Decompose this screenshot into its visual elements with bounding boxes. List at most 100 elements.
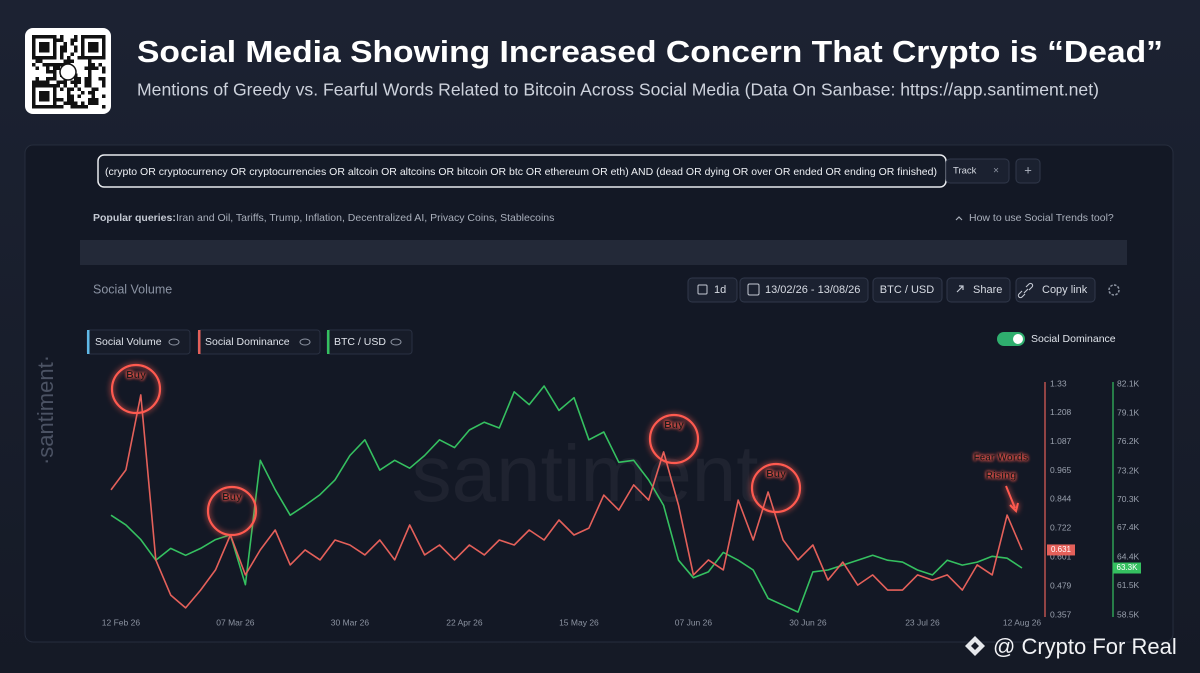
qr-module [88, 63, 92, 67]
qr-module [42, 105, 46, 109]
title: Social Media Showing Increased Concern T… [137, 34, 1163, 69]
qr-module [32, 38, 36, 42]
qr-module [102, 49, 106, 53]
qr-module [102, 77, 106, 81]
y2-tick-label: 70.3K [1117, 494, 1140, 504]
qr-module [60, 87, 64, 91]
qr-module [88, 45, 92, 49]
qr-module [42, 80, 46, 84]
qr-module [39, 35, 43, 39]
qr-module [74, 77, 78, 81]
y-tick-label: 0.722 [1050, 523, 1072, 533]
qr-module [77, 77, 81, 81]
callout-label: Rising [986, 471, 1017, 482]
y2-tick-label: 58.5K [1117, 609, 1140, 619]
qr-module [56, 84, 60, 88]
qr-module [60, 49, 64, 53]
qr-module [49, 105, 53, 109]
qr-module [32, 49, 36, 53]
qr-module [88, 56, 92, 60]
qr-module [81, 56, 85, 60]
qr-module [88, 59, 92, 63]
share-label: Share [973, 284, 1002, 296]
qr-module [102, 45, 106, 49]
copy-link-label: Copy link [1042, 284, 1088, 296]
track-chip[interactable] [945, 158, 1010, 184]
qr-module [91, 63, 95, 67]
qr-module [39, 84, 43, 88]
pair-button[interactable] [872, 277, 943, 303]
callout-arrow [1005, 485, 1019, 513]
qr-module [32, 84, 36, 88]
panel-title: Social Volume [93, 282, 172, 296]
y2-tick-label: 73.2K [1117, 465, 1140, 475]
y-tick-label: 0.357 [1050, 609, 1072, 619]
qr-module [88, 35, 92, 39]
qr-module [39, 49, 43, 53]
qr-module [95, 66, 99, 70]
interval-button[interactable] [687, 277, 738, 303]
qr-module [32, 63, 36, 67]
qr-module [39, 91, 43, 95]
last-value-label: 0.631 [1051, 545, 1072, 554]
x-tick-label: 30 Mar 26 [331, 617, 370, 627]
date-range-label: 13/02/26 - 13/08/26 [765, 284, 860, 296]
qr-module [32, 94, 36, 98]
qr-module [63, 80, 67, 84]
qr-module [95, 35, 99, 39]
qr-module [46, 66, 50, 70]
qr-module [91, 42, 95, 46]
qr-module [88, 84, 92, 88]
qr-module [56, 98, 60, 102]
add-button[interactable] [1015, 158, 1041, 184]
qr-module [32, 56, 36, 60]
help-link[interactable]: How to use Social Trends tool? [969, 212, 1114, 224]
qr-module [88, 77, 92, 81]
qr-module [81, 35, 85, 39]
qr-module [77, 94, 81, 98]
qr-module [70, 52, 74, 56]
y-tick-label: 0.965 [1050, 465, 1072, 475]
qr-module [74, 38, 78, 42]
qr-module [56, 80, 60, 84]
close-button[interactable]: × [993, 166, 999, 177]
annotation-label: Buy [766, 468, 786, 480]
qr-module [46, 94, 50, 98]
qr-module [81, 52, 85, 56]
y2-tick-label: 79.1K [1117, 408, 1140, 418]
qr-module [46, 84, 50, 88]
series-line [110, 385, 1023, 613]
y-tick-label: 1.208 [1050, 407, 1072, 417]
x-tick-label: 12 Feb 26 [102, 617, 141, 627]
copy-link-button[interactable] [1015, 277, 1096, 303]
date-range-button[interactable] [739, 277, 869, 303]
qr-module [42, 45, 46, 49]
qr-module [53, 94, 57, 98]
y2-tick-label: 76.2K [1117, 436, 1140, 446]
x-tick-label: 23 Jul 26 [905, 617, 940, 627]
share-icon [956, 285, 964, 293]
popular-items[interactable]: Iran and Oil, Tariffs, Trump, Inflation,… [176, 212, 554, 224]
qr-module [84, 84, 88, 88]
track-label: Track [953, 166, 977, 177]
y2-tick-label: 67.4K [1117, 522, 1140, 532]
qr-module [84, 105, 88, 109]
qr-module [91, 45, 95, 49]
qr-module [60, 80, 64, 84]
qr-module [53, 105, 57, 109]
qr-module [88, 66, 92, 70]
share-button[interactable] [946, 277, 1011, 303]
query-text: (crypto OR cryptocurrency OR cryptocurre… [105, 166, 937, 178]
qr-module [91, 101, 95, 105]
qr-module [102, 70, 106, 74]
pair-label: BTC / USD [880, 284, 934, 296]
qr-module [84, 77, 88, 81]
qr-module [35, 84, 39, 88]
qr-module [67, 56, 71, 60]
qr-module [63, 49, 67, 53]
x-tick-label: 30 Jun 26 [789, 617, 827, 627]
settings-icon[interactable] [1108, 284, 1120, 296]
annotation-label: Buy [222, 491, 242, 503]
qr-module [49, 84, 53, 88]
qr-module [74, 84, 78, 88]
